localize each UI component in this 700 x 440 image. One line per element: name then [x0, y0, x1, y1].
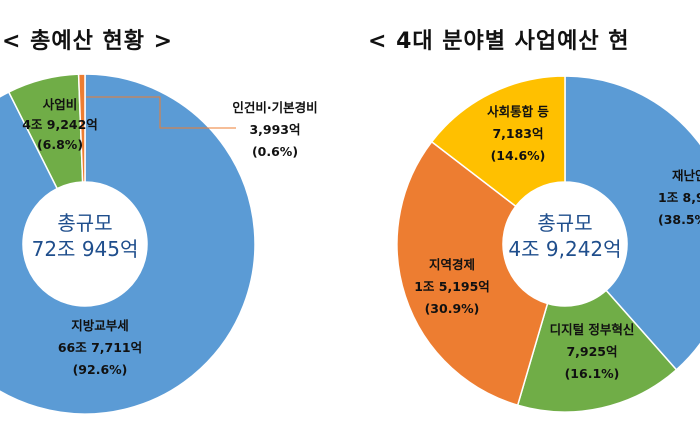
chart-1-title: < 총예산 현황 >: [2, 29, 173, 54]
chart-2-title: < 4대 분야별 사업예산 현: [368, 29, 630, 54]
chart-1-label-amount-2: 3,993억: [249, 122, 300, 137]
chart-1-slice-2: [77, 73, 86, 183]
chart-2-label-pct-3: (14.6%): [491, 148, 546, 163]
chart-2-slice-2: [396, 140, 549, 407]
chart-2-center-line-2: 4조 9,242억: [508, 237, 621, 261]
chart-1-label-pct-0: (92.6%): [73, 362, 128, 377]
chart-1-center-line-2: 72조 945억: [32, 237, 139, 261]
chart-1-label-pct-1: (6.8%): [37, 137, 83, 152]
chart-2-slices: [396, 75, 700, 413]
chart-1-label-amount-1: 4조 9,242억: [22, 117, 98, 132]
chart-2-label-amount-2: 1조 5,195억: [414, 279, 490, 294]
chart-2-label-pct-2: (30.9%): [425, 301, 480, 316]
chart-2-label-name-0: 재난안: [672, 168, 700, 183]
chart-2-label-pct-0: (38.5%: [658, 212, 700, 227]
chart-1-label-amount-0: 66조 7,711억: [58, 340, 142, 355]
chart-1-label-pct-2: (0.6%): [252, 144, 298, 159]
chart-2-slice-3: [430, 75, 566, 208]
chart-2-center-line-1: 총규모: [537, 211, 592, 235]
chart-2-label-name-3: 사회통합 등: [487, 104, 549, 119]
chart-1-slice-0: [0, 73, 256, 415]
chart-1-label-name-2: 인건비·기본경비: [232, 100, 317, 115]
chart-2-label-name-2: 지역경제: [429, 257, 475, 272]
chart-2-label-pct-1: (16.1%): [565, 366, 620, 381]
chart-1-label-name-0: 지방교부세: [71, 318, 129, 333]
chart-2-slice-1: [516, 289, 678, 413]
chart-1-leader-line: [86, 96, 236, 129]
chart-1-label-name-1: 사업비: [43, 97, 78, 112]
chart-2-label-amount-3: 7,183억: [492, 126, 543, 141]
chart-1-center-line-1: 총규모: [57, 211, 112, 235]
chart-2-slice-0: [564, 75, 700, 371]
chart-2-label-amount-0: 1조 8,93: [658, 190, 700, 205]
chart-1-slices: [0, 73, 256, 415]
chart-2-label-name-1: 디지털 정부혁신: [550, 322, 635, 337]
chart-2-label-amount-1: 7,925억: [566, 344, 617, 359]
